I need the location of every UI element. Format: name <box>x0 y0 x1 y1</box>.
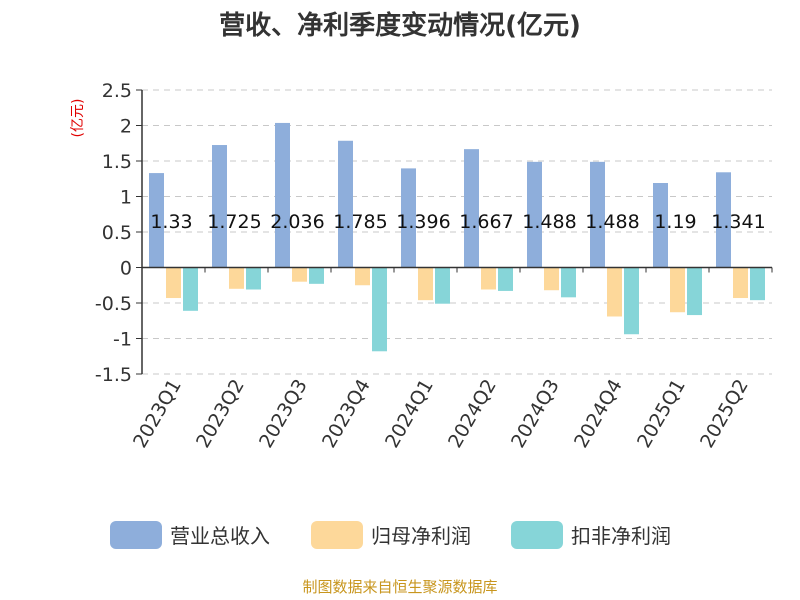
bar <box>166 267 181 299</box>
x-tick-label: 2024Q4 <box>570 376 627 452</box>
bar <box>292 267 307 282</box>
bar <box>275 122 290 268</box>
y-tick-label: 0.5 <box>102 222 132 244</box>
bar <box>527 161 542 268</box>
bar <box>607 267 622 317</box>
data-label: 1.725 <box>207 211 261 233</box>
bar <box>212 145 227 268</box>
chart-title: 营收、净利季度变动情况(亿元) <box>219 10 581 41</box>
x-tick-label: 2023Q3 <box>255 376 312 452</box>
bar <box>183 267 198 311</box>
bars-layer <box>149 122 765 352</box>
bar <box>435 267 450 304</box>
unit-label: (亿元) <box>70 99 86 138</box>
bar <box>733 267 748 299</box>
bar <box>498 267 513 291</box>
bar <box>464 149 479 268</box>
x-tick-label: 2025Q1 <box>633 376 690 452</box>
bar <box>246 267 261 290</box>
y-tick-label: -1.5 <box>95 364 132 386</box>
y-tick-label: 2.5 <box>102 80 132 102</box>
y-tick-label: 1.5 <box>102 151 132 173</box>
bar <box>355 267 370 286</box>
bar <box>338 140 353 268</box>
legend: 营业总收入 归母净利润 扣非净利润 <box>110 521 671 549</box>
bar <box>309 267 324 284</box>
data-label: 1.396 <box>396 211 450 233</box>
bar <box>687 267 702 316</box>
bar <box>716 172 731 268</box>
bar <box>670 267 685 313</box>
data-label: 1.19 <box>654 211 696 233</box>
x-tick-label: 2024Q1 <box>381 376 438 452</box>
data-label: 1.488 <box>585 211 639 233</box>
y-tick-label: -1 <box>113 329 132 351</box>
y-tick-label: 1 <box>120 187 132 209</box>
legend-swatch <box>311 521 363 549</box>
x-tick-label: 2024Q3 <box>507 376 564 452</box>
data-label: 2.036 <box>270 211 324 233</box>
bar <box>624 267 639 335</box>
data-label: 1.488 <box>522 211 576 233</box>
legend-swatch <box>110 521 162 549</box>
bar <box>149 173 164 268</box>
x-tick-label: 2024Q2 <box>444 376 501 452</box>
data-label: 1.33 <box>150 211 192 233</box>
x-tick-label: 2023Q4 <box>318 376 375 452</box>
legend-label: 营业总收入 <box>170 524 270 548</box>
source-text: 制图数据来自恒生聚源数据库 <box>302 578 497 596</box>
legend-label: 归母净利润 <box>371 524 471 548</box>
bar <box>750 267 765 301</box>
data-label: 1.667 <box>459 211 513 233</box>
y-tick-label: 0 <box>120 258 132 280</box>
y-tick-label: 2 <box>120 116 132 138</box>
bar <box>481 267 496 290</box>
legend-label: 扣非净利润 <box>571 524 671 548</box>
x-tick-label: 2023Q1 <box>129 376 186 452</box>
bar <box>418 267 433 301</box>
bar <box>544 267 559 291</box>
x-tick-label: 2025Q2 <box>696 376 753 452</box>
bar <box>229 267 244 289</box>
labels-layer: 1.33 1.725 2.036 1.785 1.396 1.667 1.488 1.488 1… <box>150 211 765 233</box>
bar <box>372 267 387 352</box>
bar <box>561 267 576 298</box>
bar <box>653 183 668 268</box>
bar <box>590 161 605 268</box>
bar <box>401 168 416 268</box>
data-label: 1.785 <box>333 211 387 233</box>
x-tick-label: 2023Q2 <box>192 376 249 452</box>
data-label: 1.341 <box>711 211 765 233</box>
y-tick-label: -0.5 <box>95 293 132 315</box>
legend-swatch <box>511 521 563 549</box>
grid-layer <box>142 89 772 375</box>
